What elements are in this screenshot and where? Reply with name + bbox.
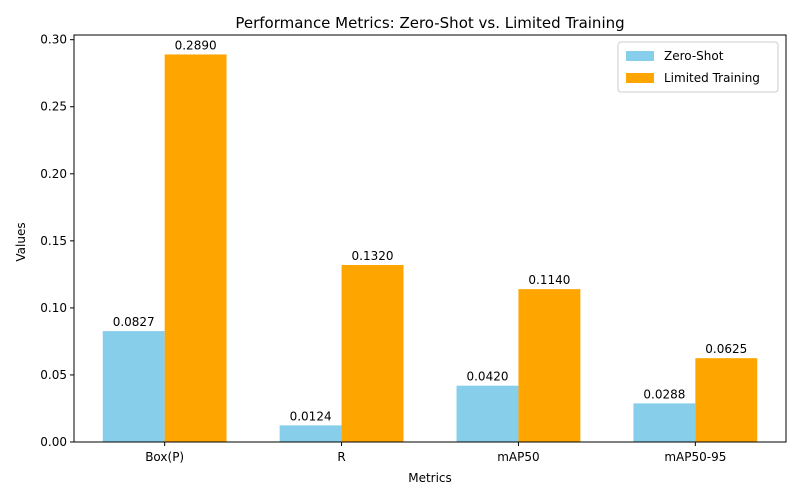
y-tick-label: 0.00 [40,435,67,449]
bar-limited-training [695,358,758,442]
data-label: 0.0625 [705,342,747,356]
bar-zero-shot [456,385,519,442]
y-tick-label: 0.05 [40,368,67,382]
legend [617,41,779,93]
x-tick-label: Box(P) [145,450,184,464]
x-tick-label: mAP50-95 [664,450,726,464]
data-label: 0.0288 [643,387,685,401]
y-tick-label: 0.25 [40,100,67,114]
legend-swatch [626,73,654,83]
data-label: 0.1140 [528,273,570,287]
plot-frame [73,34,787,443]
y-tick-label: 0.10 [40,301,67,315]
legend-swatch [626,51,654,61]
bar-limited-training [341,264,404,442]
y-tick-label: 0.15 [40,234,67,248]
x-axis-label: Metrics [408,471,452,485]
data-label: 0.0827 [113,315,155,329]
legend-label: Zero-Shot [664,49,724,63]
y-axis-label: Values [14,222,28,261]
y-tick-label: 0.20 [40,167,67,181]
plot-area: 0.0827 0.0124 0.0420 0.0288 0.2890 0.1320 0.11… [40,33,787,464]
bar-limited-training [518,289,581,442]
data-label: 0.0420 [466,370,508,384]
data-label: 0.1320 [352,249,394,263]
bar-zero-shot [633,403,696,442]
chart-title: Performance Metrics: Zero-Shot vs. Limit… [235,14,624,32]
data-label: 0.2890 [175,38,217,52]
legend-label: Limited Training [664,71,760,85]
x-tick-label: mAP50 [497,450,539,464]
x-tick-label: R [337,450,345,464]
y-tick-label: 0.30 [40,33,67,47]
bar-zero-shot [102,331,165,442]
bar-zero-shot [279,425,342,442]
data-label: 0.0124 [290,409,332,423]
bar-limited-training [164,54,227,442]
